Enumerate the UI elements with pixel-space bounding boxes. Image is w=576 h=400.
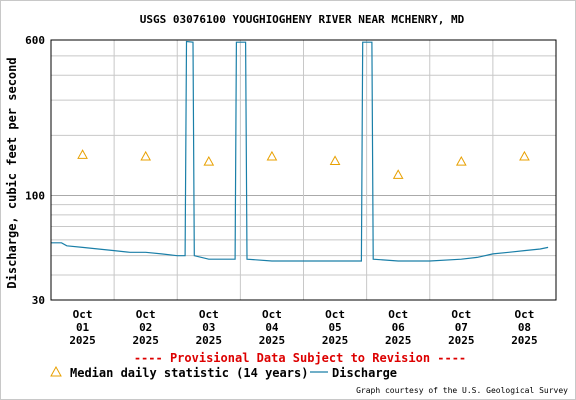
chart-title: USGS 03076100 YOUGHIOGHENY RIVER NEAR MC… (140, 13, 465, 26)
median-marker (455, 155, 467, 166)
x-tick-label: Oct (325, 308, 345, 321)
grid (50, 39, 557, 301)
median-marker (140, 150, 152, 161)
x-tick-label: 2025 (69, 334, 96, 347)
legend-discharge-label: Discharge (332, 366, 397, 380)
plot-series (51, 40, 549, 262)
legend: Median daily statistic (14 years) Discha… (50, 365, 397, 380)
y-tick-label: 30 (32, 294, 45, 307)
plot-border (50, 39, 557, 301)
x-tick-label: 2025 (259, 334, 286, 347)
x-tick-label: Oct (451, 308, 471, 321)
y-tick-label: 600 (25, 34, 45, 47)
x-tick-label: 2025 (448, 334, 475, 347)
x-tick-label: 07 (455, 321, 468, 334)
y-axis-label: Discharge, cubic feet per second (5, 57, 19, 288)
x-tick-label: 02 (139, 321, 152, 334)
x-tick-label: 03 (202, 321, 215, 334)
x-tick-label: 2025 (132, 334, 159, 347)
x-tick-label: Oct (73, 308, 93, 321)
x-tick-label: 05 (328, 321, 341, 334)
x-tick-label: 2025 (511, 334, 538, 347)
x-tick-label: Oct (388, 308, 408, 321)
series-discharge-line (51, 40, 549, 262)
legend-median-label: Median daily statistic (14 years) (70, 366, 308, 380)
x-tick-label: 2025 (322, 334, 349, 347)
x-tick-label: Oct (515, 308, 535, 321)
x-tick-label: Oct (136, 308, 156, 321)
x-tick-label: 04 (265, 321, 279, 334)
median-marker (392, 169, 404, 179)
x-tick-labels: Oct012025Oct022025Oct032025Oct042025Oct0… (69, 308, 537, 347)
median-marker (266, 150, 278, 161)
courtesy-note: Graph courtesy of the U.S. Geological Su… (356, 386, 568, 395)
median-marker (203, 155, 215, 166)
median-marker (329, 155, 341, 165)
x-tick-label: 08 (518, 321, 531, 334)
x-tick-label: 2025 (385, 334, 412, 347)
y-tick-label: 100 (25, 190, 45, 203)
y-tick-labels: 600 100 30 (25, 34, 45, 307)
x-tick-label: 06 (392, 321, 406, 334)
x-tick-label: Oct (262, 308, 282, 321)
median-marker (519, 150, 530, 161)
x-tick-label: 01 (76, 321, 90, 334)
x-tick-label: Oct (199, 308, 219, 321)
legend-median-marker-icon (50, 365, 62, 377)
provisional-notice: ---- Provisional Data Subject to Revisio… (134, 351, 466, 365)
median-marker (77, 149, 88, 159)
x-tick-label: 2025 (196, 334, 223, 347)
